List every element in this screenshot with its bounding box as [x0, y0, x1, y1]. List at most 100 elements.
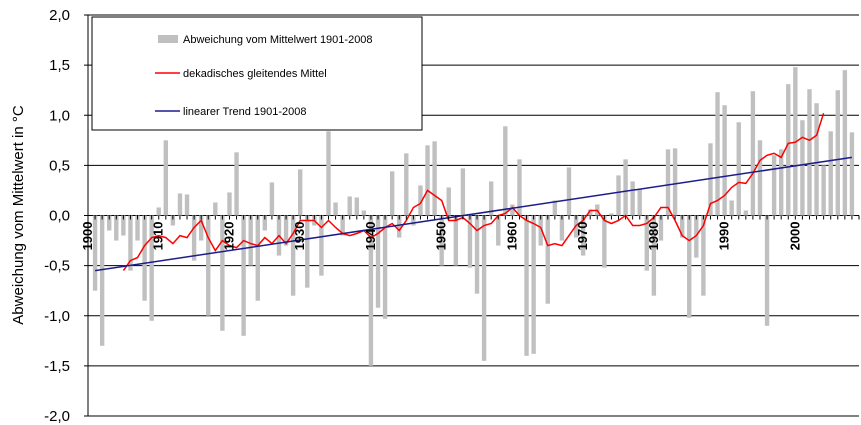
bar-1953 [460, 168, 466, 216]
bar-1915 [191, 215, 197, 261]
bar-2004 [821, 165, 826, 216]
bar-1982 [665, 149, 671, 216]
bar-1917 [206, 215, 211, 316]
moving-average-line [122, 112, 825, 272]
legend-label-trend: linearer Trend 1901-2008 [183, 106, 307, 118]
bar-1914 [184, 194, 190, 216]
bar-1951 [446, 187, 451, 216]
bar-1910 [156, 207, 161, 216]
bar-1962 [524, 215, 529, 356]
bar-1909 [149, 215, 154, 321]
bar-1968 [566, 167, 572, 216]
bar-1907 [135, 215, 140, 241]
bar-1985 [687, 215, 692, 318]
x-tick-label-1940: 1940 [363, 222, 378, 251]
bar-1904 [114, 215, 119, 241]
y-tick-label-8: -2,0 [44, 408, 70, 425]
bar-2001 [800, 120, 805, 216]
y-tick-labels: 2,0 1,5 1,0 0,5 0,0 -0,5 -1,0 -1,5 -2,0 [44, 7, 70, 425]
bar-1986 [694, 215, 699, 258]
x-tick-label-1980: 1980 [646, 222, 661, 251]
bar-1981 [658, 215, 664, 241]
x-tick-label-1990: 1990 [717, 222, 732, 251]
bar-1930 [298, 169, 303, 216]
legend-swatch-bars [158, 35, 178, 43]
y-axis-label: Abweichung vom Mittelwert in °C [10, 105, 27, 325]
bar-1992 [736, 122, 741, 216]
bar-1911 [163, 140, 169, 216]
bar-1901 [92, 215, 98, 291]
x-tick-label-1950: 1950 [434, 222, 449, 251]
bar-1965 [545, 215, 550, 304]
bar-1978 [637, 189, 642, 216]
bar-1966 [552, 200, 558, 216]
bar-1956 [481, 215, 487, 361]
bar-1921 [234, 152, 239, 216]
bar-1946 [411, 215, 416, 226]
bar-1960 [510, 204, 515, 216]
bar-1929 [290, 215, 296, 296]
y-tick-label-6: -1,0 [44, 308, 70, 325]
bar-1942 [382, 215, 388, 319]
bar-1995 [757, 140, 763, 216]
series-lines [94, 112, 853, 272]
bar-1993 [743, 210, 749, 216]
y-tick-label-4: 0,0 [49, 208, 70, 225]
bar-1905 [121, 215, 126, 236]
bar-1945 [404, 153, 409, 216]
x-tick-label-1970: 1970 [575, 222, 590, 251]
axes [84, 14, 860, 417]
bar-1941 [375, 215, 381, 308]
bar-1998 [778, 149, 784, 216]
y-tick-label-5: -0,5 [44, 258, 70, 275]
bar-1950 [439, 215, 444, 266]
bar-1934 [326, 131, 331, 216]
legend-box [91, 16, 423, 131]
legend: Abweichung vom Mittelwert 1901-2008 deka… [91, 16, 423, 131]
bar-1923 [248, 215, 253, 266]
y-tick-label-2: 1,0 [49, 107, 70, 124]
bar-1919 [220, 215, 225, 331]
bar-1988 [708, 143, 713, 216]
bar-1949 [432, 141, 437, 216]
x-tick-label-2000: 2000 [787, 222, 802, 251]
bar-1922 [241, 215, 246, 336]
bar-1916 [198, 215, 204, 241]
bar-1937 [347, 196, 352, 216]
bar-1935 [333, 202, 338, 216]
bar-1980 [651, 215, 657, 296]
x-tick-label-1920: 1920 [221, 222, 236, 251]
bar-1987 [701, 215, 706, 296]
bar-2005 [828, 131, 833, 216]
bar-1971 [588, 209, 593, 216]
x-tick-label-1910: 1910 [151, 222, 166, 251]
bar-1936 [340, 215, 345, 236]
bar-1970 [580, 215, 586, 256]
y-tick-label-3: 0,5 [49, 157, 70, 174]
bar-1947 [418, 185, 423, 216]
legend-label-bars: Abweichung vom Mittelwert 1901-2008 [183, 34, 373, 46]
y-tick-label-0: 2,0 [49, 7, 70, 24]
bar-1957 [488, 181, 494, 216]
bar-1979 [644, 215, 649, 271]
bar-1994 [750, 91, 756, 216]
bar-1943 [389, 171, 395, 216]
x-tick-label-1960: 1960 [504, 222, 519, 251]
bar-1958 [496, 215, 501, 246]
bar-1926 [269, 182, 275, 216]
bar-1925 [262, 215, 268, 231]
bar-2006 [835, 90, 840, 216]
bar-1975 [616, 175, 621, 216]
bar-1964 [538, 215, 543, 246]
bar-1967 [559, 215, 565, 241]
bar-1908 [142, 215, 147, 301]
bar-1944 [397, 215, 402, 238]
bar-1976 [623, 159, 628, 216]
bar-1963 [531, 215, 536, 354]
bar-1913 [177, 193, 183, 216]
bar-1983 [672, 148, 678, 216]
x-tick-labels: 1900 1910 1920 1930 1940 1950 1960 1970 1980 1990… [80, 222, 802, 251]
legend-label-moving-average: dekadisches gleitendes Mittel [183, 68, 327, 80]
bar-1933 [319, 215, 324, 276]
